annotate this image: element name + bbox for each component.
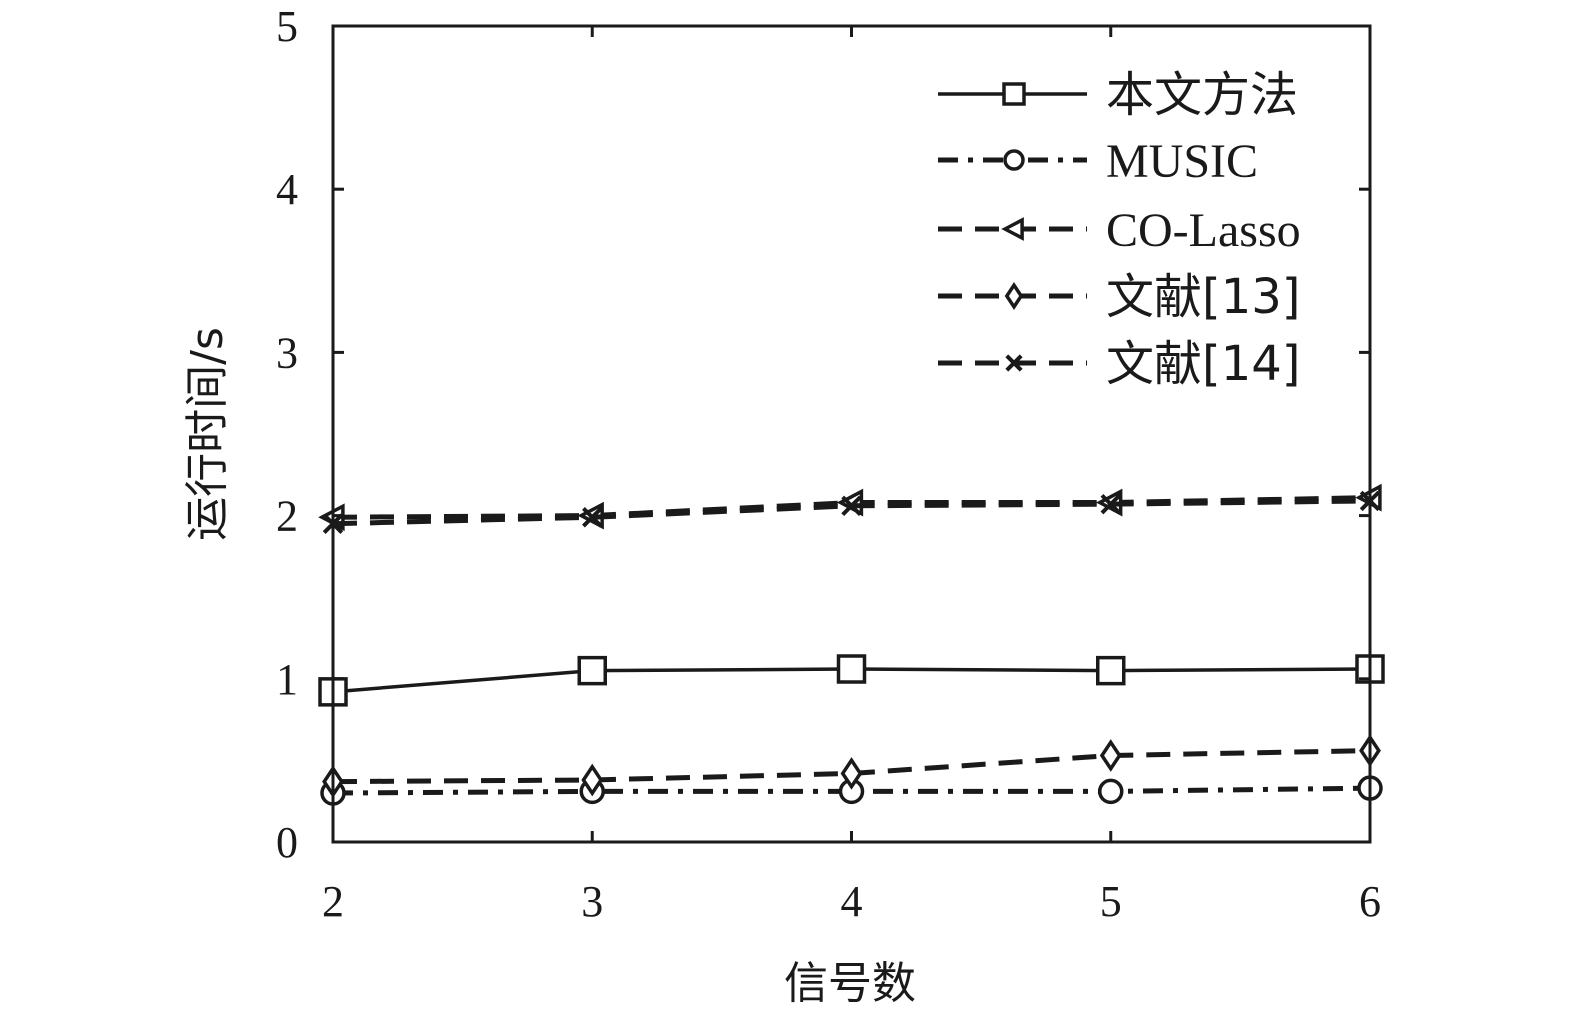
- series-4-point-3: [1100, 493, 1121, 515]
- y-tick-label-4: 4: [276, 165, 298, 214]
- x-tick-label-4: 6: [1359, 877, 1381, 926]
- series-1-point-3: [1098, 778, 1124, 805]
- legend-circle-icon: [1003, 149, 1025, 171]
- y-tick-label-0: 0: [276, 818, 298, 867]
- legend-diamond-icon: [1004, 282, 1024, 310]
- series-3-point-3: [1099, 739, 1122, 772]
- y-tick-label-5: 5: [276, 2, 298, 51]
- legend-label-3: 文献[13]: [1106, 269, 1301, 325]
- x-tick-label-3: 5: [1100, 877, 1122, 926]
- legend-x-icon: [1005, 354, 1023, 372]
- series-3-point-1: [581, 763, 604, 797]
- series-4-point-2: [841, 495, 862, 517]
- legend-entry-0: 本文方法: [938, 67, 1298, 123]
- y-tick-label-1: 1: [276, 655, 298, 704]
- legend: 本文方法 MUSIC CO-Lasso 文献[13] 文献[14]: [938, 67, 1301, 392]
- y-tick-label-3: 3: [276, 328, 298, 377]
- legend-square-icon: [1002, 82, 1026, 106]
- series-4-point-1: [582, 507, 603, 528]
- series-0-point-3: [1096, 655, 1126, 686]
- series-0-point-1: [577, 655, 607, 686]
- series-1-line: [332, 785, 1371, 796]
- y-axis-title: 运行时间/s: [182, 327, 233, 541]
- legend-entry-1: MUSIC: [938, 135, 1258, 188]
- x-tick-label-0: 2: [322, 877, 344, 926]
- legend-label-2: CO-Lasso: [1106, 204, 1301, 257]
- series-3-point-2: [840, 757, 863, 790]
- legend-entry-3: 文献[13]: [938, 269, 1301, 325]
- legend-label-4: 文献[14]: [1106, 336, 1301, 392]
- legend-label-0: 本文方法: [1106, 67, 1298, 123]
- x-tick-label-2: 4: [841, 877, 863, 926]
- x-axis-title: 信号数: [784, 958, 916, 1009]
- legend-label-1: MUSIC: [1106, 135, 1258, 188]
- legend-entry-4: 文献[14]: [938, 336, 1301, 392]
- series-0-point-2: [836, 654, 867, 684]
- tick-layer: 2 3 4 5 6 0 1 2 3 4 5: [276, 2, 1381, 926]
- legend-entry-2: CO-Lasso: [938, 204, 1301, 257]
- legend-box: [925, 62, 1345, 407]
- legend-triangle-left-icon: [1001, 217, 1024, 241]
- y-tick-label-2: 2: [276, 492, 298, 541]
- x-tick-label-1: 3: [581, 877, 603, 926]
